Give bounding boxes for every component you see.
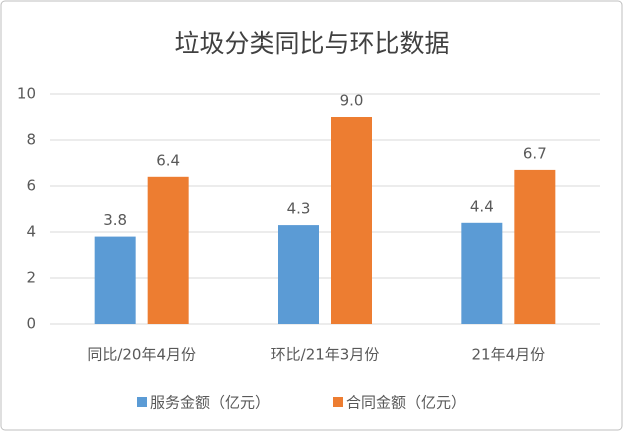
- data-label: 3.8: [103, 211, 127, 229]
- y-tick-label: 10: [17, 85, 36, 103]
- bar: [278, 225, 319, 324]
- chart-title: 垃圾分类同比与环比数据: [174, 29, 449, 58]
- x-tick-label: 环比/21年3月份: [271, 346, 380, 364]
- x-tick-label: 同比/20年4月份: [87, 346, 196, 364]
- legend-label: 合同金额（亿元）: [346, 394, 466, 412]
- bar: [94, 236, 136, 324]
- data-label: 4.4: [470, 197, 494, 215]
- data-label: 6.4: [156, 151, 180, 169]
- data-label: 4.3: [287, 200, 311, 218]
- legend-swatch: [137, 397, 147, 407]
- y-tick-label: 8: [26, 131, 36, 149]
- y-tick-label: 0: [26, 315, 36, 333]
- bar: [331, 117, 372, 324]
- legend-swatch: [333, 397, 343, 407]
- y-tick-label: 6: [26, 177, 36, 195]
- bar: [147, 176, 189, 324]
- y-tick-label: 2: [26, 269, 36, 287]
- data-label: 6.7: [523, 144, 547, 162]
- y-tick-label: 4: [26, 223, 36, 241]
- legend-label: 服务金额（亿元）: [150, 394, 270, 412]
- data-label: 9.0: [340, 92, 364, 110]
- x-tick-label: 21年4月份: [472, 346, 546, 364]
- bar: [461, 222, 503, 324]
- bar: [514, 169, 556, 324]
